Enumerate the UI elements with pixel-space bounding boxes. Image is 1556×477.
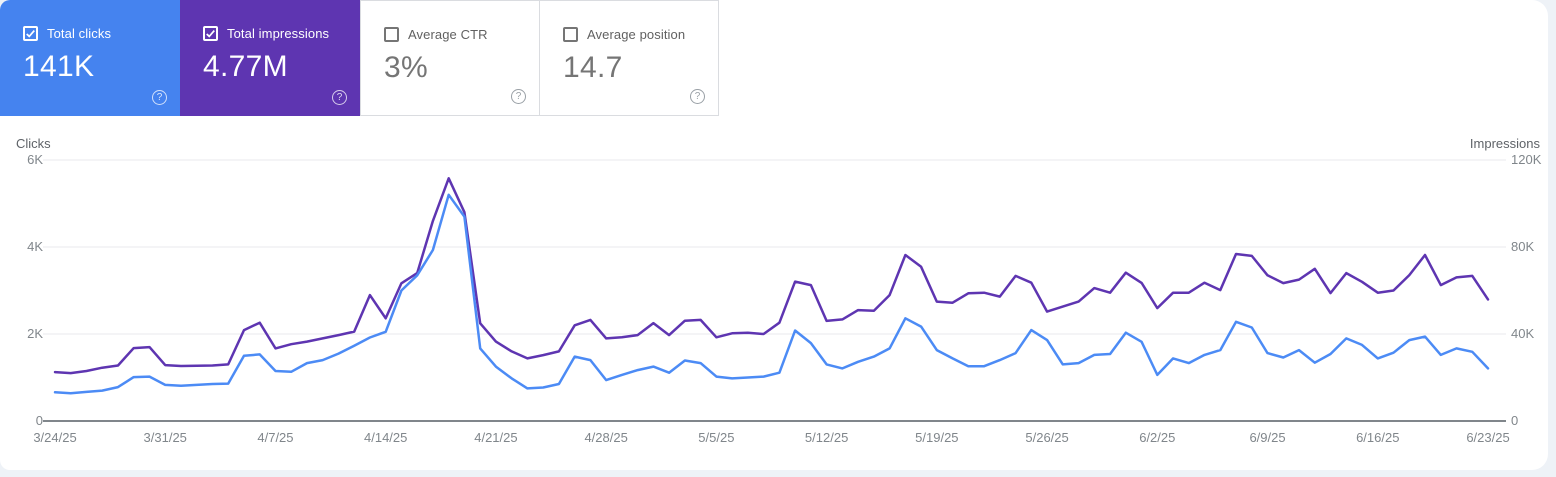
card-value: 3% bbox=[384, 51, 428, 84]
metric-cards-row: Total clicks 141K ? Total impressions 4.… bbox=[0, 0, 719, 116]
x-axis-label: 3/31/25 bbox=[143, 430, 187, 445]
x-axis-label: 6/23/25 bbox=[1466, 430, 1510, 445]
left-axis-tick: 6K bbox=[27, 152, 43, 167]
card-header: Total clicks bbox=[23, 26, 111, 41]
card-average-ctr[interactable]: Average CTR 3% ? bbox=[360, 0, 540, 116]
right-axis-tick: 0 bbox=[1511, 413, 1519, 428]
card-header: Total impressions bbox=[203, 26, 329, 41]
checkmark-icon bbox=[206, 30, 215, 38]
card-label: Total clicks bbox=[47, 26, 112, 41]
left-axis-title: Clicks bbox=[16, 136, 51, 151]
x-axis-label: 4/14/25 bbox=[364, 430, 408, 445]
x-axis-label: 6/16/25 bbox=[1356, 430, 1400, 445]
x-axis-label: 5/19/25 bbox=[915, 430, 959, 445]
x-axis-label: 6/2/25 bbox=[1139, 430, 1176, 445]
card-value: 141K bbox=[23, 50, 95, 83]
card-average-position[interactable]: Average position 14.7 ? bbox=[539, 0, 719, 116]
x-axis-label: 3/24/25 bbox=[33, 430, 77, 445]
total-clicks-checkbox[interactable] bbox=[23, 26, 38, 41]
x-axis-label: 4/7/25 bbox=[257, 430, 294, 445]
impressions-line[interactable] bbox=[53, 177, 1490, 375]
x-axis-label: 5/5/25 bbox=[698, 430, 735, 445]
x-axis-label: 6/9/25 bbox=[1249, 430, 1286, 445]
average-ctr-checkbox[interactable] bbox=[384, 27, 399, 42]
x-axis-label: 4/28/25 bbox=[584, 430, 628, 445]
total-impressions-checkbox[interactable] bbox=[203, 26, 218, 41]
card-header: Average CTR bbox=[384, 27, 488, 42]
card-header: Average position bbox=[563, 27, 685, 42]
x-axis-label: 4/21/25 bbox=[474, 430, 518, 445]
left-axis-tick: 4K bbox=[27, 239, 43, 254]
card-label: Total impressions bbox=[227, 26, 330, 41]
card-value: 14.7 bbox=[563, 51, 623, 84]
right-axis-tick: 80K bbox=[1511, 239, 1535, 254]
clicks-line[interactable] bbox=[53, 193, 1490, 395]
help-icon[interactable]: ? bbox=[152, 90, 167, 105]
card-value: 4.77M bbox=[203, 50, 288, 83]
left-axis-tick: 2K bbox=[27, 326, 43, 341]
help-icon[interactable]: ? bbox=[511, 89, 526, 104]
right-axis-tick: 120K bbox=[1511, 152, 1542, 167]
average-position-checkbox[interactable] bbox=[563, 27, 578, 42]
x-axis-label: 5/26/25 bbox=[1025, 430, 1069, 445]
right-axis-tick: 40K bbox=[1511, 326, 1535, 341]
right-axis-title: Impressions bbox=[1469, 136, 1540, 151]
card-label: Average position bbox=[587, 27, 686, 42]
card-label: Average CTR bbox=[408, 27, 488, 42]
help-icon[interactable]: ? bbox=[332, 90, 347, 105]
x-axis-label: 5/12/25 bbox=[804, 430, 849, 445]
card-total-impressions[interactable]: Total impressions 4.77M ? bbox=[180, 0, 360, 116]
help-icon[interactable]: ? bbox=[690, 89, 705, 104]
checkmark-icon bbox=[26, 30, 35, 38]
card-total-clicks[interactable]: Total clicks 141K ? bbox=[0, 0, 180, 116]
left-axis-tick: 0 bbox=[35, 413, 43, 428]
